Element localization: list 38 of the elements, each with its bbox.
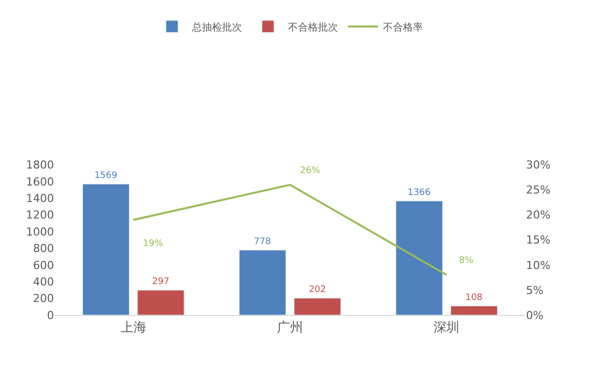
x-tick-label: 上海 xyxy=(120,320,146,335)
bar xyxy=(82,184,130,315)
x-tick-label: 深圳 xyxy=(434,320,460,335)
y-tick-label: 1400 xyxy=(26,192,54,206)
data-label: 108 xyxy=(465,292,483,303)
legend-label: 不合格率 xyxy=(383,21,423,34)
bar xyxy=(450,306,498,315)
y2-tick-label: 15% xyxy=(526,234,550,247)
y2-tick-label: 20% xyxy=(526,208,550,222)
y2-tick-label: 30% xyxy=(526,158,550,172)
y-tick-label: 1200 xyxy=(26,208,54,222)
data-label: 202 xyxy=(308,285,326,296)
legend-label: 总抽检批次 xyxy=(191,21,242,34)
data-label: 1366 xyxy=(408,188,431,198)
x-tick-label: 广州 xyxy=(277,320,303,335)
y2-tick-label: 5% xyxy=(526,284,544,297)
data-label: 26% xyxy=(300,166,320,176)
bar xyxy=(239,250,286,315)
data-label: 778 xyxy=(254,237,272,248)
data-label: 19% xyxy=(143,239,164,249)
data-label: 8% xyxy=(459,256,474,266)
bar xyxy=(137,290,184,315)
y-tick-label: 400 xyxy=(33,275,54,288)
bar xyxy=(396,200,443,315)
y2-tick-label: 25% xyxy=(526,184,550,197)
y2-tick-label: 0% xyxy=(526,308,544,322)
y-tick-label: 800 xyxy=(33,242,54,256)
y2-tick-label: 10% xyxy=(526,258,550,272)
data-label: 1569 xyxy=(94,171,118,182)
bar xyxy=(294,298,341,315)
y-tick-label: 1000 xyxy=(26,225,54,238)
y-tick-label: 1800 xyxy=(26,158,54,172)
y-tick-label: 1600 xyxy=(26,175,54,188)
y-tick-label: 0 xyxy=(47,308,54,322)
legend-label: 不合格批次 xyxy=(288,21,338,34)
y-tick-label: 200 xyxy=(33,292,54,306)
y-tick-label: 600 xyxy=(33,258,54,272)
data-label: 297 xyxy=(152,277,170,288)
